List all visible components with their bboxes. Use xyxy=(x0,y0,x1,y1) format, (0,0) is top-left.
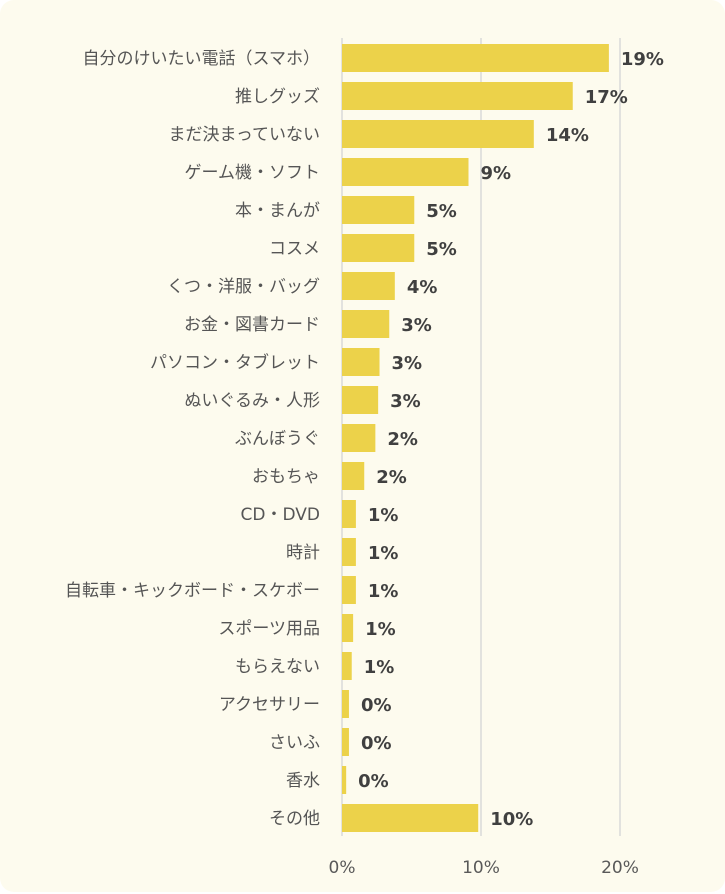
bar xyxy=(342,766,347,794)
category-label: もらえない xyxy=(235,657,320,677)
bar xyxy=(342,44,609,72)
bar xyxy=(342,424,376,452)
value-label: 2% xyxy=(376,467,407,488)
category-label: ゲーム機・ソフト xyxy=(185,163,321,183)
bar xyxy=(342,500,356,528)
bar xyxy=(342,82,573,110)
category-label: アクセサリー xyxy=(219,695,320,715)
x-tick-label: 0% xyxy=(329,858,356,878)
bar xyxy=(342,158,469,186)
value-label: 9% xyxy=(480,163,511,184)
category-label: 時計 xyxy=(286,543,320,563)
bar xyxy=(342,272,395,300)
bar xyxy=(342,348,380,376)
gridlines xyxy=(341,38,621,836)
value-label: 3% xyxy=(401,315,432,336)
bar xyxy=(342,804,479,832)
category-label: まだ決まっていない xyxy=(169,125,320,145)
category-label: ぶんぼうぐ xyxy=(235,429,320,449)
category-label: おもちゃ xyxy=(252,467,320,487)
value-label: 1% xyxy=(368,543,399,564)
bar xyxy=(342,120,534,148)
bar xyxy=(342,196,415,224)
bar xyxy=(342,234,415,262)
bar xyxy=(342,652,352,680)
category-label: スポーツ用品 xyxy=(218,619,320,639)
category-label: パソコン・タブレット xyxy=(150,352,320,373)
category-label: 自分のけいたい電話（スマホ） xyxy=(83,49,321,69)
category-label: お金・図書カード xyxy=(184,315,320,335)
value-label: 1% xyxy=(364,657,395,678)
value-label: 19% xyxy=(621,49,664,70)
category-label: くつ・洋服・バッグ xyxy=(167,277,320,297)
value-label: 2% xyxy=(387,429,418,450)
category-label: その他 xyxy=(269,809,320,829)
category-label: CD・DVD xyxy=(241,505,320,525)
bar xyxy=(342,538,356,566)
category-label: 香水 xyxy=(286,771,320,791)
bar xyxy=(342,690,349,718)
category-label: 本・まんが xyxy=(235,201,320,221)
bar xyxy=(342,614,354,642)
x-tick-label: 20% xyxy=(601,858,639,878)
category-label: コスメ xyxy=(269,239,320,259)
value-label: 1% xyxy=(368,505,399,526)
category-label: ぬいぐるみ・人形 xyxy=(184,391,320,411)
value-label: 0% xyxy=(361,695,392,716)
value-label: 17% xyxy=(585,87,628,108)
bar xyxy=(342,728,349,756)
bar xyxy=(342,462,365,490)
bar xyxy=(342,310,390,338)
value-label: 0% xyxy=(361,733,392,754)
value-label: 0% xyxy=(358,771,389,792)
value-label: 14% xyxy=(546,125,589,146)
category-label: さいふ xyxy=(269,733,320,753)
bar xyxy=(342,576,356,604)
bar xyxy=(342,386,379,414)
category-label: 推しグッズ xyxy=(235,87,320,107)
value-label: 3% xyxy=(390,391,421,412)
bars xyxy=(342,44,609,832)
category-label: 自転車・キックボード・スケボー xyxy=(65,581,320,601)
value-label: 5% xyxy=(426,201,457,222)
value-label: 4% xyxy=(407,277,438,298)
value-label: 1% xyxy=(368,581,399,602)
value-label: 10% xyxy=(490,809,533,830)
value-label: 1% xyxy=(365,619,396,640)
labels: 0% 10% 20% 自分のけいたい電話（スマホ） 19% 推しグッズ 17% まだ決まってい… xyxy=(65,49,664,878)
value-label: 3% xyxy=(392,353,423,374)
value-label: 5% xyxy=(426,239,457,260)
x-tick-label: 10% xyxy=(462,858,500,878)
